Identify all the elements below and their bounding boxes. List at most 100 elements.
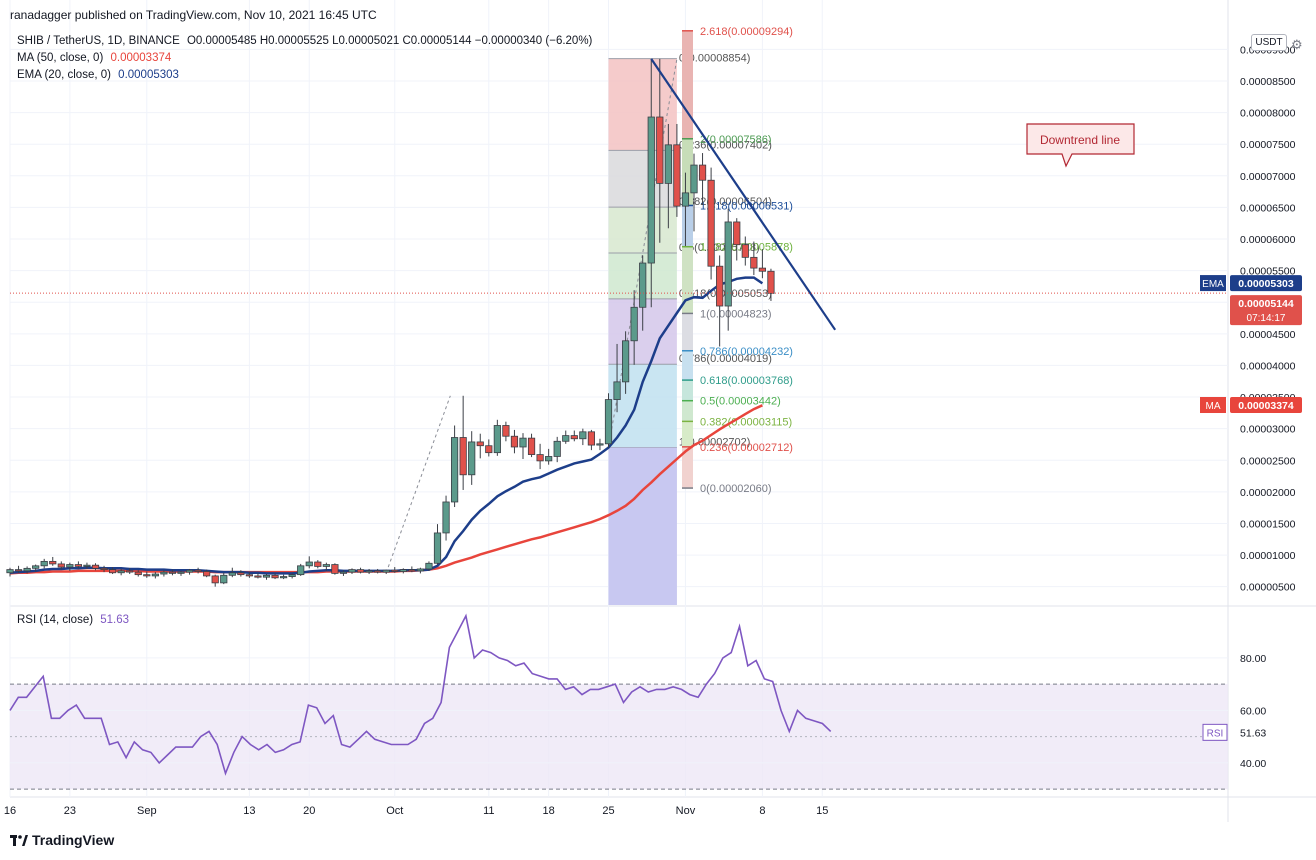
candle-body (32, 565, 40, 569)
price-tick-label: 0.00001500 (1240, 518, 1296, 530)
candle (536, 443, 544, 470)
tradingview-logo-icon (10, 835, 28, 846)
candle (741, 236, 749, 266)
candle (23, 566, 31, 574)
candle-body (74, 564, 82, 567)
price-tick-label: 0.00007500 (1240, 139, 1296, 151)
candle (262, 574, 271, 580)
candle (228, 567, 236, 578)
candle (450, 425, 459, 508)
candle (502, 421, 510, 442)
ma-legend-value: 0.00003374 (110, 52, 172, 64)
candle-body (450, 437, 459, 503)
candle-body (23, 567, 31, 572)
candle (767, 268, 775, 301)
time-tick-label: Oct (386, 805, 403, 817)
candle (553, 436, 561, 463)
annotation-text: Downtrend line (1040, 133, 1120, 147)
candle (237, 570, 245, 577)
candle-body (613, 381, 621, 400)
candle-body (758, 267, 767, 272)
price-tag-label: MA (1206, 401, 1221, 412)
candle-body (194, 569, 202, 572)
fib-extension-trend (385, 395, 451, 573)
candle (399, 568, 407, 574)
candle (733, 218, 741, 261)
candle-body (14, 569, 23, 572)
rsi-tag-value: 51.63 (1240, 727, 1266, 739)
candle (562, 430, 570, 444)
candle (279, 574, 288, 580)
symbol-title[interactable]: SHIB / TetherUS, 1D, BINANCE (17, 35, 180, 47)
candle-body (126, 570, 134, 573)
candle (485, 439, 493, 457)
candle (185, 568, 194, 575)
candle (160, 570, 168, 577)
candle (647, 58, 655, 308)
candle-body (562, 435, 570, 442)
price-tag: 0.00005144 07:14:17 (1230, 295, 1302, 326)
price-tag-box (1230, 295, 1302, 326)
candle (117, 568, 125, 576)
candle (391, 567, 399, 573)
candle (356, 567, 365, 574)
fib-extension-zone (682, 421, 693, 447)
fib-extension-zone (682, 30, 693, 139)
candle (519, 433, 527, 459)
candle-body (707, 179, 715, 267)
price-tick-label: 0.00006500 (1240, 202, 1296, 214)
ema-legend[interactable]: EMA (20, close, 0) 0.00005303 (17, 69, 179, 81)
candle (459, 395, 467, 490)
fib-retracement-label: 0(0.00008854) (679, 53, 751, 65)
time-tick-label: 15 (816, 805, 828, 817)
candle-body (510, 435, 519, 448)
candle (673, 123, 681, 217)
rsi-legend-value: 51.63 (100, 614, 130, 626)
candle-body (6, 569, 14, 574)
candle-body (160, 571, 168, 575)
price-tag: EMA 0.00005303 (1200, 275, 1302, 292)
candle-body (66, 564, 74, 568)
fib-extension-zone (682, 246, 693, 314)
candle (100, 565, 108, 573)
candle (134, 570, 142, 577)
candle (527, 433, 536, 458)
candle (476, 433, 484, 459)
rsi-tag-label-box (1202, 723, 1228, 741)
candle (49, 556, 57, 566)
ma-legend[interactable]: MA (50, close, 0) 0.00003374 (17, 52, 171, 64)
fib-extension-label: 1.618(0.00006531) (700, 200, 793, 212)
candle (177, 570, 185, 576)
candle-body (681, 192, 690, 207)
candle (211, 574, 219, 587)
candle-body (587, 431, 596, 446)
candle-body (750, 256, 758, 269)
gear-icon[interactable]: ⚙ (1291, 37, 1303, 52)
candle (374, 568, 382, 574)
candle (639, 255, 647, 331)
price-tick-label: 0.00002500 (1240, 455, 1296, 467)
candle (365, 568, 373, 575)
candle-body (348, 569, 356, 573)
time-tick-label: 20 (303, 805, 315, 817)
candle (596, 438, 604, 451)
candle-body (356, 569, 365, 573)
candle-body (468, 441, 476, 476)
rsi-legend[interactable]: RSI (14, close) 51.63 (17, 614, 129, 626)
currency-button[interactable]: USDT (1251, 34, 1287, 51)
candle-body (365, 570, 373, 573)
candle-body (476, 441, 484, 447)
candle-body (570, 435, 578, 440)
rsi-tag-label: RSI (1207, 728, 1224, 739)
candle-body (305, 561, 313, 567)
price-tick-label: 0.00004000 (1240, 360, 1296, 372)
time-axis: 16 23 Sep 13 20 Oct 11 18 25 Nov 8 15 (4, 805, 829, 817)
ema-legend-value: 0.00005303 (118, 69, 179, 81)
price-tick-label: 0.00004500 (1240, 329, 1296, 341)
candle (339, 570, 348, 576)
fib-extension-label: 0.786(0.00004232) (700, 346, 793, 358)
time-tick-label: 23 (64, 805, 76, 817)
candle-body (185, 569, 194, 573)
candle-body (767, 270, 775, 294)
rsi-legend-label: RSI (14, close) (17, 614, 94, 626)
